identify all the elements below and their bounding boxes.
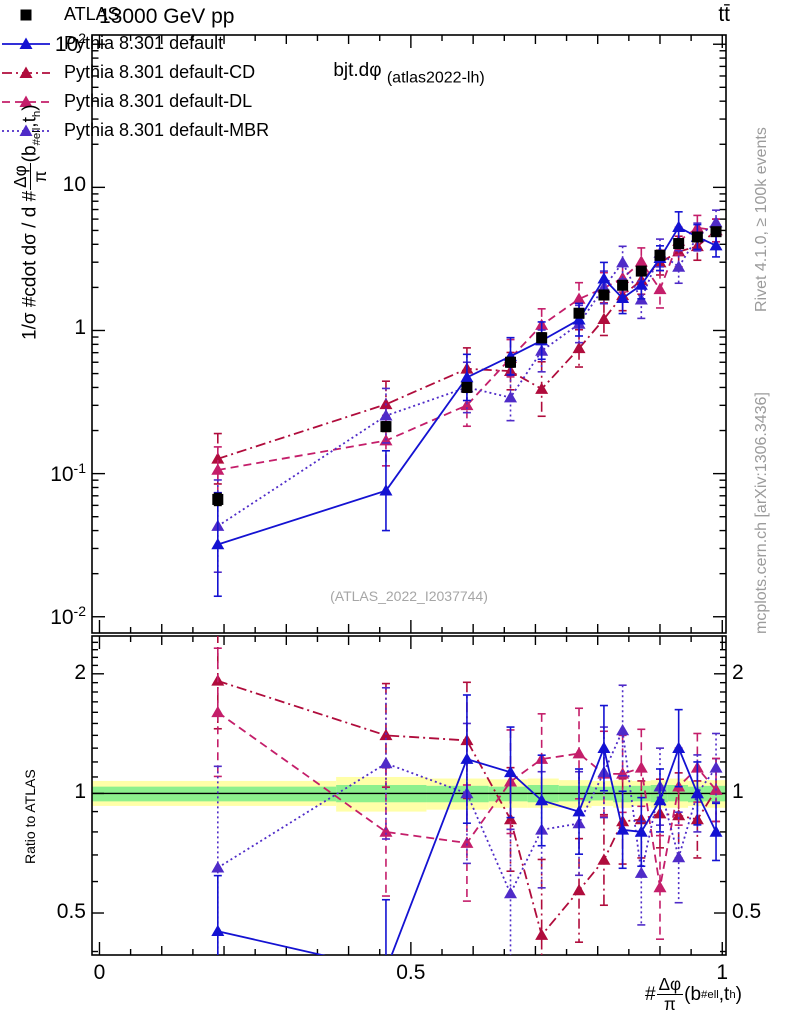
- legend-item-default-mbr: Pythia 8.301 default-MBR: [0, 116, 786, 145]
- x-tick-label: 0: [93, 961, 106, 984]
- legend: ATLAS Pythia 8.301 default Pythia 8.301 …: [0, 0, 786, 145]
- dotted-triangle-marker-icon: [2, 124, 50, 136]
- series-pythia-8-301-default-mbr-ratio: [211, 684, 723, 955]
- mcplots-arxiv-note: mcplots.cern.ch [arXiv:1306.3436]: [753, 392, 770, 634]
- main-y-tick-label: 10-2: [50, 602, 86, 629]
- main-y-tick-label: 10-1: [50, 459, 86, 486]
- legend-label: Pythia 8.301 default-CD: [64, 62, 256, 82]
- ratio-y-tick-label-right: 0.5: [732, 900, 762, 923]
- atlas-uncertainty-band: [92, 776, 726, 812]
- process-label: tt̄: [718, 3, 730, 26]
- ratio-y-tick-label-left: 1: [74, 780, 86, 804]
- plot-title-sub: (atlas2022-lh): [386, 69, 485, 87]
- ratio-y-tick-label-right: 1: [732, 780, 744, 804]
- ratio-y-tick-label-left: 2: [74, 660, 86, 684]
- series-pythia-8-301-default-cd-main: [211, 218, 723, 485]
- legend-item-default-dl: Pythia 8.301 default-DL: [0, 87, 786, 116]
- legend-label: Pythia 8.301 default-DL: [64, 91, 253, 111]
- dashdot-triangle-marker-icon: [2, 66, 50, 78]
- x-axis-label: # Δφ π (b #ell ,t h): [645, 975, 742, 1015]
- legend-label: ATLAS: [64, 4, 120, 24]
- beam-energy-label: 13000 GeV pp: [99, 5, 235, 28]
- legend-label: Pythia 8.301 default-MBR: [64, 120, 270, 140]
- dphi-over-pi-fraction: Δφ π: [656, 975, 684, 1015]
- x-tick-label: 1: [716, 961, 729, 984]
- rivet-version-note: Rivet 4.1.0, ≥ 100k events: [753, 127, 770, 312]
- legend-item-atlas: ATLAS: [0, 0, 786, 29]
- legend-item-default-cd: Pythia 8.301 default-CD: [0, 58, 786, 87]
- ratio-y-tick-label-right: 2: [732, 660, 744, 684]
- legend-label: Pythia 8.301 default: [64, 33, 224, 53]
- plot-title-main: bjt.dφ: [333, 60, 382, 81]
- main-y-tick-label: 102: [54, 30, 86, 57]
- x-tick-label: 0.5: [396, 961, 426, 984]
- atlas-marker-icon: [20, 9, 32, 20]
- plot-title: bjt.dφ (atlas2022-lh): [92, 60, 726, 87]
- main-y-tick-label: 1: [74, 316, 86, 340]
- series-atlas-main: [212, 226, 722, 507]
- analysis-watermark: (ATLAS_2022_I2037744): [330, 588, 488, 604]
- axis-ticks: [92, 35, 726, 955]
- main-y-axis-label: 1/σ #cdot dσ / d # Δφ π (b#ell,th): [11, 104, 51, 340]
- series-pythia-8-301-default-ratio: [211, 694, 723, 955]
- ratio-y-tick-label-left: 0.5: [56, 900, 86, 923]
- ratio-panel-frame: [91, 635, 727, 956]
- legend-item-default: Pythia 8.301 default: [0, 29, 786, 58]
- main-y-tick-label: 10: [62, 173, 86, 197]
- line-triangle-marker-icon: [2, 37, 50, 49]
- main-panel-frame: [91, 34, 727, 634]
- dashed-triangle-marker-icon: [2, 95, 50, 107]
